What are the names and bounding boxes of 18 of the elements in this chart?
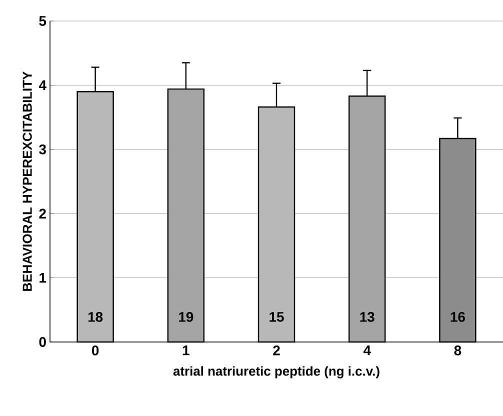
annotation: 15 <box>270 312 284 322</box>
x-axis-title: atrial natriuretic peptide (ng i.c.v.) <box>173 366 380 378</box>
y-tick-label: 2 <box>39 208 46 218</box>
x-tick-label: 8 <box>454 346 462 356</box>
x-tick-label: 4 <box>363 346 371 356</box>
annotation: 13 <box>360 312 374 322</box>
y-tick-label: 3 <box>39 144 46 154</box>
annotation: 16 <box>450 312 465 322</box>
x-tick-label: 1 <box>182 346 190 356</box>
y-tick-label: 4 <box>38 80 46 90</box>
x-tick-label: 0 <box>92 346 99 356</box>
y-tick-label: 1 <box>40 273 46 283</box>
annotation: 19 <box>179 312 194 322</box>
x-tick-label: 2 <box>273 346 280 356</box>
annotation: 18 <box>88 312 103 322</box>
y-axis-title: BEHAVIORAL HYPEREXCITABILITY <box>22 71 32 291</box>
y-tick-label: 5 <box>39 16 46 26</box>
y-tick-label: 0 <box>39 337 46 347</box>
